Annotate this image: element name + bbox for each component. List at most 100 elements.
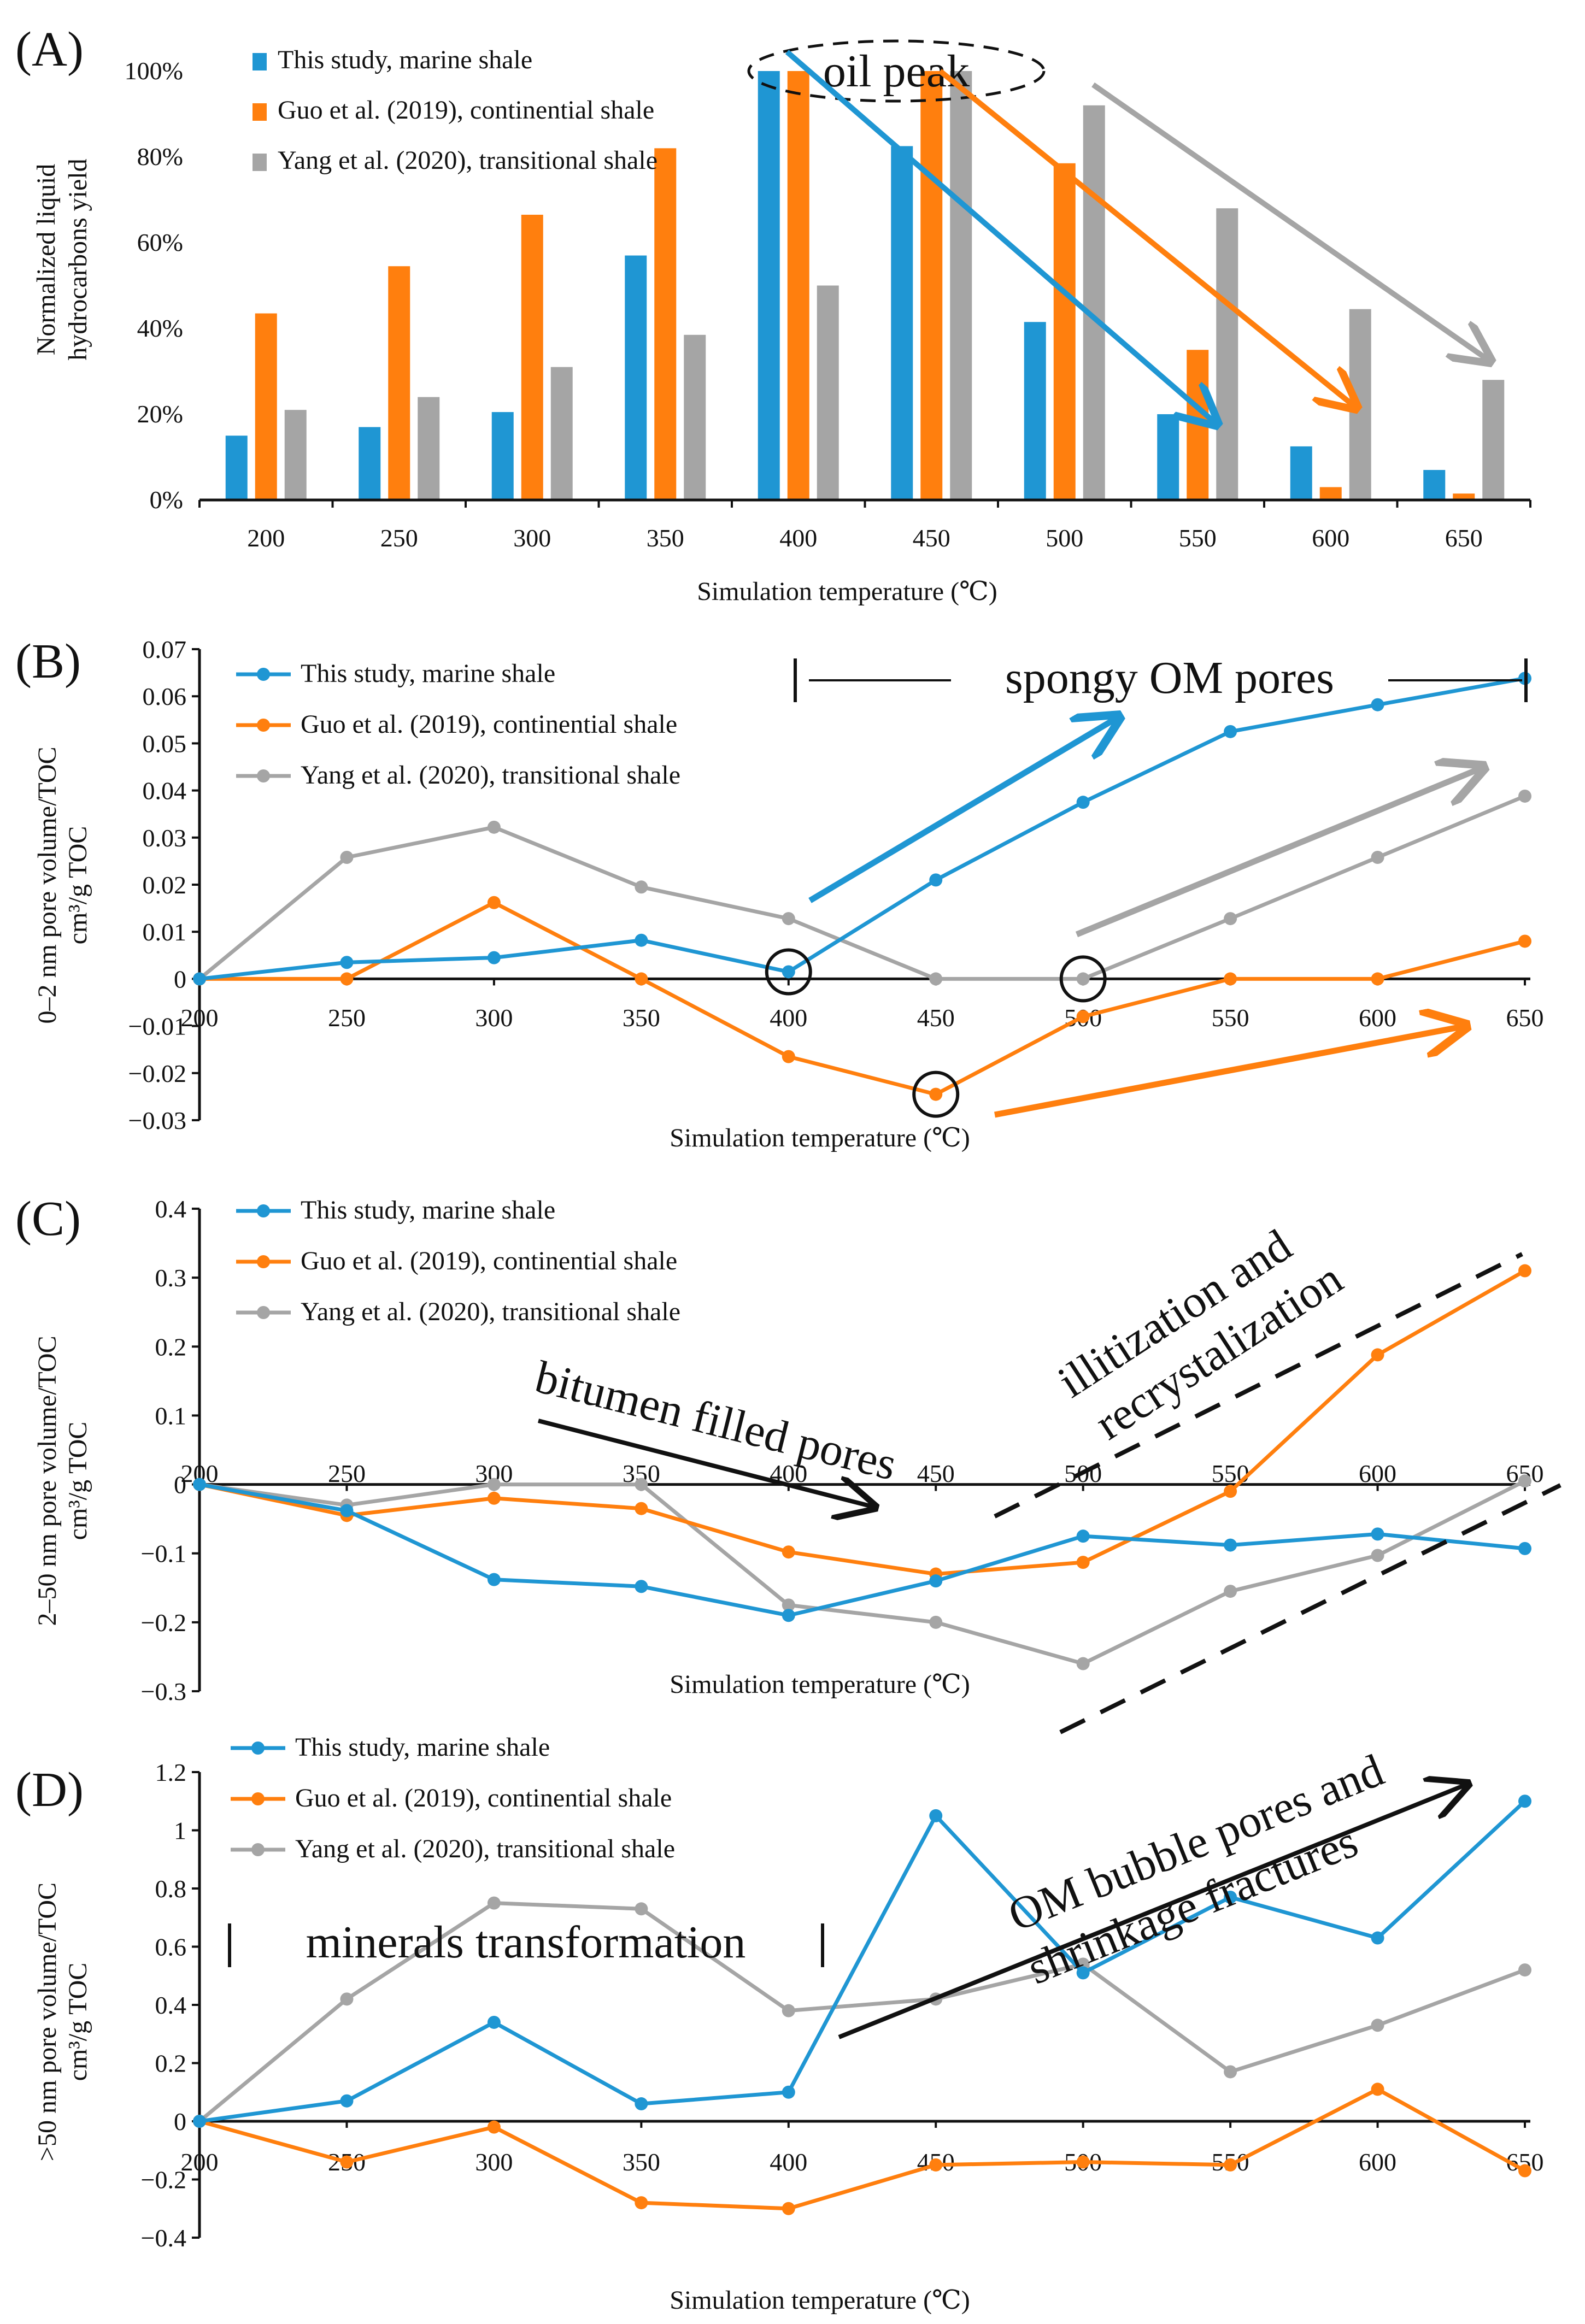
panel-c-x-tick-label: 450 [917,1460,955,1487]
panel-d-legend-label: This study, marine shale [295,1733,550,1762]
panel-b-x-tick-label: 200 [181,1004,219,1032]
panel-d-x-tick-label: 200 [181,2148,219,2176]
panel-d-label: (D) [15,1763,84,1817]
panel-b-x-tick-label: 400 [770,1004,807,1032]
panel-c-x-axis-title: Simulation temperature (℃) [670,1670,970,1699]
panel-d-data-point [340,2155,354,2169]
panel-a-bar [891,146,913,500]
panel-c-y-tick-label: 0.2 [155,1333,187,1361]
panel-b-y-tick-label: −0.03 [128,1107,186,1134]
panel-c-y-tick-label: 0.4 [155,1195,187,1223]
panel-b-y-tick-label: −0.02 [128,1060,186,1087]
panel-a-x-tick-label: 200 [247,524,285,552]
panel-a-bar [1157,414,1179,500]
panel-d-plot: −0.4−0.200.20.40.60.811.2200250300350400… [141,1758,1544,2252]
panel-b-data-point [635,880,648,894]
panel-b-highlight-circle [1059,955,1107,1003]
panel-c-data-point [635,1580,648,1593]
panel-c-data-point [1224,1485,1237,1498]
panel-c-data-point [929,1615,943,1629]
panel-a-y-axis-title-line1: Normalized liquid [32,164,61,356]
panel-d-y-tick-label: 1.2 [155,1758,187,1786]
panel-a-bar [817,285,839,500]
panel-a-x-tick-label: 300 [513,524,551,552]
panel-a-y-tick-label: 40% [137,314,183,342]
panel-c-bitumen-arrow [538,1419,874,1507]
panel-b-x-tick-label: 250 [328,1004,366,1032]
panel-d-data-point [487,2015,501,2029]
panel-b-data-point [1371,851,1384,864]
panel-c-data-point [487,1478,501,1491]
panel-d-y-tick-label: 0 [174,2108,186,2135]
panel-c-bitumen-label: bitumen filled pores [530,1351,901,1490]
panel-c-y-axis-title: 2–50 nm pore volume/TOC cm³/g TOC [33,1335,92,1626]
panel-c-data-point [929,1574,943,1588]
panel-a-bars [225,71,1505,501]
panel-a-bar [550,367,573,500]
panel-b-data-point [340,972,354,986]
panel-b-data-point [929,1087,943,1101]
panel-a-bar [491,412,514,500]
panel-d-series-line [199,1799,1527,2123]
panel-b-data-point [929,873,943,887]
panel-a-bar [787,71,809,500]
panel-a-y-axis-title: Normalized liquid hydrocarbons yield [32,158,92,360]
panel-d-legend-label: Guo et al. (2019), continential shale [295,1784,672,1813]
panel-b-data-point [635,972,648,986]
panel-b-data-point [1371,972,1384,986]
panel-c-legend-label: This study, marine shale [301,1196,555,1225]
panel-b-legend-marker [257,668,270,681]
panel-a-y-tick-label: 100% [125,57,183,85]
panel-d-y-tick-label: 0.2 [155,2050,187,2078]
panel-d-y-tick-label: 1 [174,1817,186,1845]
panel-d-data-point [782,2085,795,2099]
panel-d-x-tick-label: 350 [623,2148,660,2176]
panel-b-data-point [1518,934,1531,948]
panel-d-x-tick-label: 300 [475,2148,513,2176]
panel-c-x-tick-label: 550 [1212,1460,1249,1487]
panel-b-data-point [782,912,795,926]
panel-c-data-point [1224,1538,1237,1552]
panel-d-x-axis-title: Simulation temperature (℃) [670,2286,970,2315]
panel-a-x-tick-label: 400 [779,524,817,552]
panel-b-legend-label: This study, marine shale [301,659,555,688]
panel-b-legend-marker [257,769,270,782]
panel-c-data-point [487,1573,501,1586]
panel-b-legend-label: Guo et al. (2019), continential shale [301,710,677,739]
panel-b-marine-rise-arrow [808,717,1118,903]
panel-d-data-point [782,2004,795,2017]
panel-d-legend-marker [251,1792,265,1805]
panel-b-x-tick-label: 300 [475,1004,513,1032]
panel-a-legend-label: Guo et al. (2019), continential shale [278,96,654,125]
panel-c-data-point [782,1609,795,1622]
panel-c-data-point [1518,1542,1531,1555]
panel-b-data-point [782,1050,795,1063]
panel-b-y-tick-label: 0.04 [143,777,187,805]
panel-a-legend-swatch [253,154,267,171]
panel-a-bar [1453,493,1475,500]
panel-a-marine-decline-arrow [785,50,1216,423]
panel-b-legend-marker [257,719,270,732]
panel-c-label: (C) [15,1192,81,1246]
panel-d-data-point [340,2094,354,2108]
panel-d-data-point [1518,1963,1531,1977]
panel-b-y-axis-title-line1: 0–2 nm pore volume/TOC [33,746,62,1023]
panel-c-legend-marker [257,1255,270,1268]
panel-b-y-tick-label: 0.06 [143,683,187,710]
panel-d-minerals-label: minerals transformation [306,1917,746,1968]
panel-d-legend-marker [251,1741,265,1755]
panel-b-series-line [199,676,1525,981]
panel-d-y-tick-label: −0.2 [141,2166,186,2194]
panel-c-illitization-dashed-lower [1059,1483,1561,1734]
panel-b-data-point [1224,725,1237,738]
panel-d-bubble-arrow [838,1784,1467,2039]
panel-c-data-point [1371,1527,1384,1541]
panel-b-y-axis-title-line2: cm³/g TOC [63,826,92,945]
panel-a-legend-swatch [253,53,267,70]
panel-b-series-line [198,794,1526,981]
panel-b-data-point [193,972,206,986]
panel-a-x-tick-label: 600 [1312,524,1349,552]
panel-d-data-point [1076,1966,1090,1980]
panel-b-data-point [487,820,501,834]
